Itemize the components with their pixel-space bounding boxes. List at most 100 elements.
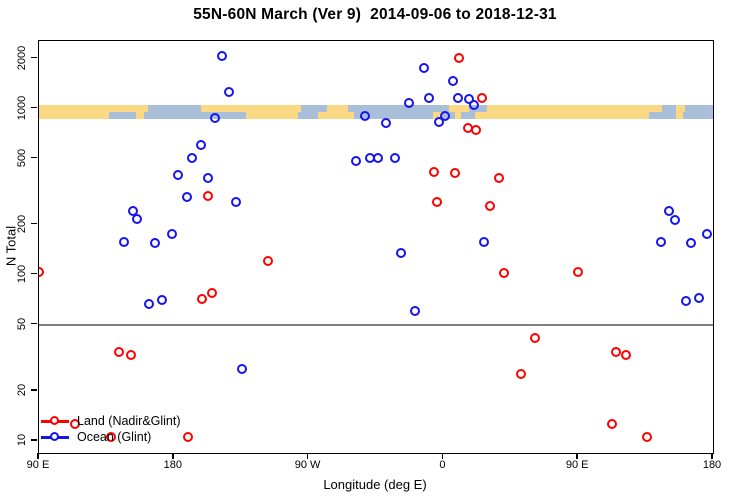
data-point-ocean bbox=[448, 75, 459, 86]
map-strip-ocean-segment bbox=[353, 111, 433, 119]
data-point-ocean bbox=[686, 238, 697, 249]
data-point-ocean bbox=[217, 51, 228, 62]
x-axis-tick-label: 180 bbox=[163, 459, 182, 471]
map-strip-bottom-row bbox=[39, 111, 713, 119]
legend-marker bbox=[41, 416, 69, 426]
data-point-land bbox=[610, 346, 621, 357]
data-point-ocean bbox=[396, 248, 407, 259]
y-axis-tick bbox=[31, 439, 37, 441]
y-axis-tick-label: 20 bbox=[16, 383, 28, 396]
data-point-land bbox=[182, 431, 193, 442]
open-circle-icon bbox=[50, 416, 59, 425]
data-point-ocean bbox=[478, 236, 489, 247]
data-point-land bbox=[263, 255, 274, 266]
y-axis-tick bbox=[31, 222, 37, 225]
data-point-land bbox=[607, 419, 618, 430]
data-point-ocean bbox=[132, 214, 143, 225]
map-strip-ocean-segment bbox=[648, 111, 676, 119]
map-strip-ocean-segment bbox=[461, 111, 475, 119]
x-axis-tick bbox=[37, 453, 39, 459]
map-strip-ocean-segment bbox=[143, 111, 246, 119]
y-axis-title: N Total bbox=[3, 225, 19, 267]
data-point-ocean bbox=[681, 295, 692, 306]
y-axis-tick-label: 50 bbox=[16, 317, 28, 330]
data-point-ocean bbox=[453, 93, 464, 104]
y-axis-tick-label: 100 bbox=[16, 264, 28, 283]
data-point-ocean bbox=[231, 196, 242, 207]
data-point-ocean bbox=[224, 87, 235, 98]
data-point-ocean bbox=[196, 140, 207, 151]
legend-marker bbox=[41, 432, 69, 442]
x-axis-tick bbox=[441, 453, 444, 459]
y-axis-tick-label: 500 bbox=[16, 148, 28, 167]
data-point-land bbox=[499, 267, 510, 278]
data-point-land bbox=[114, 346, 125, 357]
x-axis-tick bbox=[306, 453, 309, 459]
data-point-land bbox=[202, 190, 213, 201]
map-strip-ocean-segment bbox=[662, 104, 676, 112]
data-point-ocean bbox=[210, 113, 221, 124]
x-axis-tick-label: 180 bbox=[702, 459, 722, 471]
data-point-ocean bbox=[144, 299, 155, 310]
data-point-ocean bbox=[203, 172, 214, 183]
data-point-land bbox=[196, 293, 207, 304]
y-axis-tick-label: 2000 bbox=[16, 45, 28, 70]
data-point-ocean bbox=[434, 117, 445, 128]
data-point-land bbox=[126, 350, 137, 361]
map-strip-ocean-segment bbox=[684, 104, 713, 112]
data-point-ocean bbox=[187, 152, 198, 163]
data-point-land bbox=[70, 419, 81, 430]
data-point-ocean bbox=[167, 228, 178, 239]
data-point-ocean bbox=[410, 305, 421, 316]
reference-line-50 bbox=[39, 323, 713, 326]
map-strip-ocean-segment bbox=[148, 104, 201, 112]
data-point-ocean bbox=[118, 236, 129, 247]
x-axis-tick-label: 0 bbox=[439, 459, 446, 471]
y-axis-tick bbox=[31, 56, 37, 59]
map-strip-top-row bbox=[39, 104, 713, 112]
x-axis-tick-label: 90 E bbox=[565, 459, 589, 471]
map-strip-ocean-segment bbox=[298, 111, 318, 119]
data-point-ocean bbox=[693, 292, 704, 303]
chart-title: 55N-60N March (Ver 9) 2014-09-06 to 2018… bbox=[193, 6, 557, 23]
data-point-land bbox=[471, 124, 482, 135]
x-axis-tick bbox=[576, 453, 578, 459]
map-strip-ocean-segment bbox=[301, 104, 327, 112]
x-axis-tick bbox=[711, 453, 713, 459]
data-point-land bbox=[106, 431, 117, 442]
y-axis-tick bbox=[31, 272, 37, 275]
data-point-ocean bbox=[351, 156, 362, 167]
data-point-ocean bbox=[403, 97, 414, 108]
open-circle-icon bbox=[50, 432, 59, 441]
legend-item: Ocean (Glint) bbox=[41, 429, 181, 445]
data-point-ocean bbox=[150, 238, 161, 249]
data-point-land bbox=[493, 172, 504, 183]
legend: Land (Nadir&Glint) Ocean (Glint) bbox=[41, 413, 181, 445]
data-point-ocean bbox=[419, 62, 430, 73]
data-point-ocean bbox=[440, 111, 451, 122]
data-point-land bbox=[429, 167, 440, 178]
data-point-ocean bbox=[237, 363, 248, 374]
data-point-ocean bbox=[173, 169, 184, 180]
legend-label: Ocean (Glint) bbox=[77, 430, 152, 444]
map-strip-ocean-segment bbox=[347, 104, 450, 112]
x-axis-tick-label: 90 W bbox=[294, 459, 321, 471]
data-point-ocean bbox=[670, 214, 681, 225]
data-point-land bbox=[530, 333, 541, 344]
data-point-ocean bbox=[423, 92, 434, 103]
y-axis-tick bbox=[31, 322, 37, 325]
data-point-land bbox=[432, 197, 443, 208]
data-point-ocean bbox=[157, 294, 168, 305]
data-point-land bbox=[477, 93, 488, 104]
data-point-ocean bbox=[182, 192, 193, 203]
data-point-ocean bbox=[381, 117, 392, 128]
y-axis-tick bbox=[31, 389, 37, 391]
data-point-land bbox=[642, 431, 653, 442]
y-axis-tick bbox=[31, 106, 37, 109]
map-strip-ocean-segment bbox=[683, 111, 713, 119]
data-point-land bbox=[485, 200, 496, 211]
data-point-ocean bbox=[656, 236, 667, 247]
data-point-land bbox=[449, 168, 460, 179]
legend-item: Land (Nadir&Glint) bbox=[41, 413, 181, 429]
